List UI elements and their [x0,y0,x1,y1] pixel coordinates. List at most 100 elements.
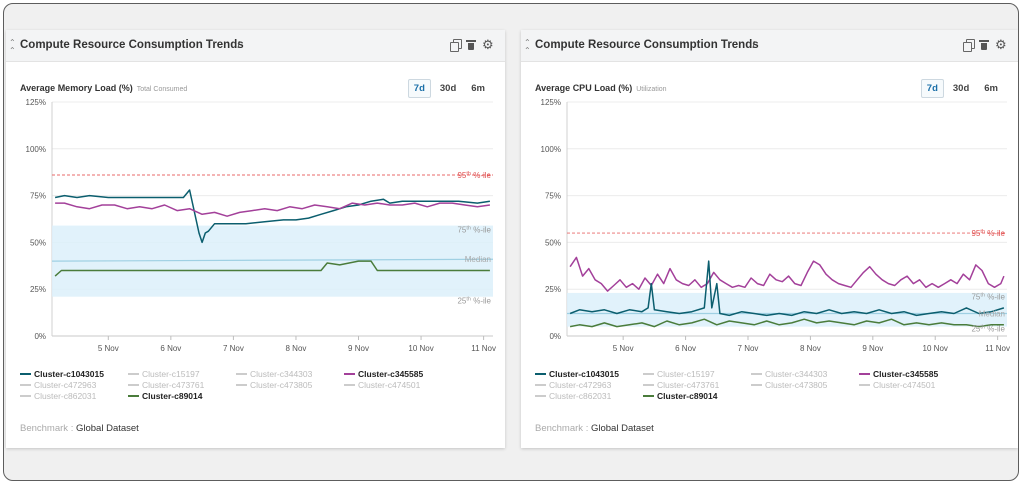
benchmark-value[interactable]: Global Dataset [75,423,139,434]
legend-label: Cluster-c1043015 [549,368,619,379]
trash-icon[interactable] [979,39,990,51]
legend-swatch [128,372,139,375]
legend-row: Cluster-c862031 Cluster-c89014 [20,390,490,401]
series-line-Cluster-c1043015 [54,189,491,244]
legend-label: Cluster-c15197 [657,368,715,379]
trash-icon[interactable] [466,39,477,51]
legend-item[interactable]: Cluster-c89014 [128,390,236,401]
x-tick-label: 6 Nov [160,344,181,353]
percentile-band [567,292,1007,327]
benchmark-row: Benchmark : Global Dataset [20,423,139,434]
legend-row: Cluster-c862031 Cluster-c89014 [535,390,1005,401]
legend-label: Cluster-c862031 [549,390,612,401]
chart-title-text: Average Memory Load (%) [20,83,133,93]
range-6m-button[interactable]: 6m [984,83,998,94]
legend-item[interactable]: Cluster-c15197 [643,368,751,379]
legend-swatch [128,383,139,386]
legend-item[interactable]: Cluster-c473761 [643,379,751,390]
legend-item[interactable]: Cluster-c473805 [751,379,859,390]
p95-label: 95th %-ile [971,229,1005,238]
legend-item[interactable]: Cluster-c474501 [859,379,967,390]
x-tick-label: 11 Nov [471,344,496,353]
widget-title: Compute Resource Consumption Trends [20,39,244,51]
chart-legend: Cluster-c1043015 Cluster-c15197 Cluster-c3… [535,368,1005,401]
range-6m-button[interactable]: 6m [471,83,485,94]
chart-subtitle: Total Consumed [136,86,188,93]
legend-swatch [643,394,654,397]
gear-icon[interactable]: ⚙ [995,37,1007,52]
legend-item[interactable]: Cluster-c344303 [751,368,859,379]
info-icon[interactable]: i [237,39,241,51]
legend-item[interactable]: Cluster-c472963 [535,379,643,390]
collapse-icon[interactable]: ⌃ ⌃ [524,38,531,55]
legend-swatch [344,372,355,375]
legend-row: Cluster-c1043015 Cluster-c15197 Cluster-c3… [535,368,1005,379]
y-tick-label: 25% [30,285,46,294]
legend-item[interactable]: Cluster-c862031 [535,390,643,401]
gear-icon[interactable]: ⚙ [482,37,494,52]
x-tick-label: 5 Nov [613,344,634,353]
x-tick-label: 9 Nov [862,344,883,353]
legend-item[interactable]: Cluster-c473761 [128,379,236,390]
legend-swatch [535,383,546,386]
legend-item[interactable]: Cluster-c472963 [20,379,128,390]
collapse-icon[interactable]: ⌃ ⌃ [9,38,16,55]
series-line-Cluster-c89014 [569,318,1004,328]
y-tick-label: 125% [26,98,46,107]
legend-item[interactable]: Cluster-c344303 [236,368,344,379]
p25-label: 25th %-ile [457,296,491,305]
legend-swatch [20,383,31,386]
legend-label: Cluster-c344303 [250,368,313,379]
x-tick-label: 10 Nov [408,344,433,353]
benchmark-value[interactable]: Global Dataset [590,423,654,434]
info-icon[interactable]: i [752,39,756,51]
legend-label: Cluster-c862031 [34,390,97,401]
legend-label: Cluster-c473805 [250,379,313,390]
series-line-Cluster-c345585 [55,202,491,217]
series-line-Cluster-c1043015 [569,260,1005,317]
range-7d-button[interactable]: 7d [920,79,944,98]
legend-label: Cluster-c474501 [873,379,936,390]
median-label: Median [465,255,491,264]
copy-icon[interactable] [450,39,462,52]
legend-item[interactable]: Cluster-c345585 [859,368,967,379]
copy-icon[interactable] [963,39,975,52]
y-tick-label: 75% [30,192,46,201]
legend-item[interactable]: Cluster-c15197 [128,368,236,379]
memory-widget: ⌃ ⌃ Compute Resource Consumption Trends i… [6,30,505,448]
cpu-widget: ⌃ ⌃ Compute Resource Consumption Trends i… [521,30,1018,448]
legend-swatch [20,394,31,397]
memory-chart: 0% 25% 50% 75% 100% 125% 95th %-ile 75th %-ile 2… [26,98,496,353]
chart-title: Average CPU Load (%) Utilization [535,83,667,93]
series-line-Cluster-c345585 [569,256,1005,292]
legend-swatch [20,372,31,375]
legend-item[interactable]: Cluster-c474501 [344,379,452,390]
legend-item[interactable]: Cluster-c862031 [20,390,128,401]
range-selector: 7d 30d 6m [920,79,1004,98]
x-tick-label: 8 Nov [286,344,307,353]
legend-swatch [535,394,546,397]
widget-title: Compute Resource Consumption Trends [535,39,759,51]
legend-label: Cluster-c474501 [358,379,421,390]
p75-label: 75th %-ile [971,293,1005,302]
range-30d-button[interactable]: 30d [439,83,457,94]
y-tick-label: 125% [541,98,561,107]
range-30d-button[interactable]: 30d [952,83,970,94]
legend-swatch [236,372,247,375]
x-tick-label: 11 Nov [985,344,1010,353]
legend-item[interactable]: Cluster-c1043015 [20,368,128,379]
legend-label: Cluster-c345585 [873,368,939,379]
legend-item[interactable]: Cluster-c1043015 [535,368,643,379]
legend-item[interactable]: Cluster-c89014 [643,390,751,401]
legend-item[interactable]: Cluster-c345585 [344,368,452,379]
cpu-chart: 0% 25% 50% 75% 100% 125% 95th %-ile 75th %-ile 2… [541,98,1010,353]
y-tick-label: 100% [541,145,561,154]
legend-label: Cluster-c1043015 [34,368,104,379]
range-7d-button[interactable]: 7d [407,79,431,98]
legend-item[interactable]: Cluster-c473805 [236,379,344,390]
p95-label: 95th %-ile [457,171,491,180]
x-tick-label: 7 Nov [738,344,759,353]
legend-swatch [643,372,654,375]
y-tick-label: 50% [30,238,46,247]
y-tick-label: 100% [26,145,46,154]
